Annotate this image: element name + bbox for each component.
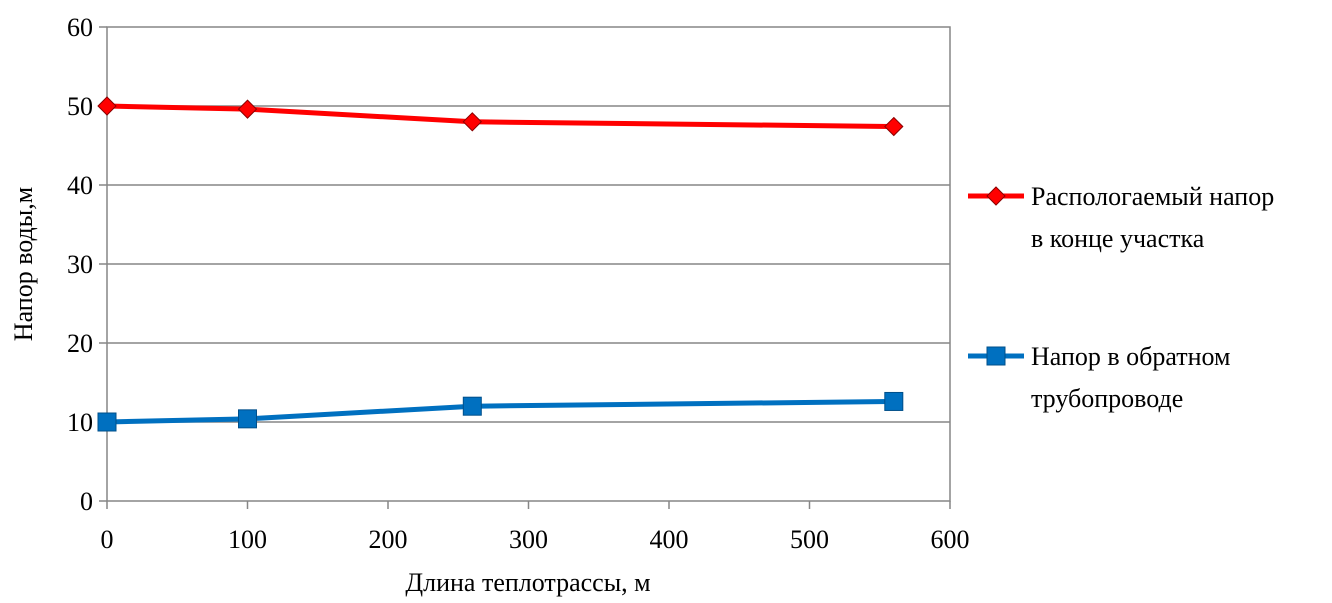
data-point-1-0 [97, 412, 117, 432]
legend: Распологаемый напор в конце участка Напор … [968, 182, 1274, 413]
series-group [97, 96, 904, 432]
legend-label: трубопроводе [1031, 384, 1183, 413]
legend-marker-0 [986, 186, 1006, 206]
series-line-1 [106, 398, 894, 425]
y-tick-label: 50 [67, 92, 93, 121]
y-tick-label: 20 [67, 329, 93, 358]
data-point-0-2 [462, 112, 483, 132]
y-tick-label: 30 [67, 250, 93, 279]
y-axis-ticks: 0 10 20 30 40 50 60 [67, 13, 107, 516]
x-tick-label: 300 [509, 525, 548, 554]
data-point-0-0 [97, 96, 117, 116]
x-tick-label: 600 [931, 525, 970, 554]
y-tick-label: 10 [67, 408, 93, 437]
x-tick-label: 0 [101, 525, 114, 554]
y-tick-label: 60 [67, 13, 93, 42]
x-tick-label: 200 [369, 525, 408, 554]
data-point-1-1 [238, 409, 257, 429]
data-point-0-3 [884, 116, 904, 137]
data-point-1-3 [884, 391, 904, 411]
data-point-0-1 [237, 99, 258, 119]
y-axis-title: Напор воды,м [9, 187, 38, 341]
x-axis-ticks: 0 100 200 300 400 500 600 [101, 501, 970, 554]
series-line-0 [106, 103, 894, 130]
y-tick-label: 40 [67, 171, 93, 200]
legend-label: Напор в обратном [1031, 342, 1231, 371]
x-tick-label: 500 [790, 525, 829, 554]
legend-label: в конце участка [1031, 224, 1205, 253]
x-tick-label: 400 [650, 525, 689, 554]
data-point-1-2 [462, 396, 482, 416]
legend-label: Распологаемый напор [1031, 182, 1274, 211]
legend-marker-1 [986, 346, 1006, 366]
x-tick-label: 100 [228, 525, 267, 554]
x-axis-title: Длина теплотрассы, м [405, 568, 650, 597]
y-tick-label: 0 [80, 487, 93, 516]
